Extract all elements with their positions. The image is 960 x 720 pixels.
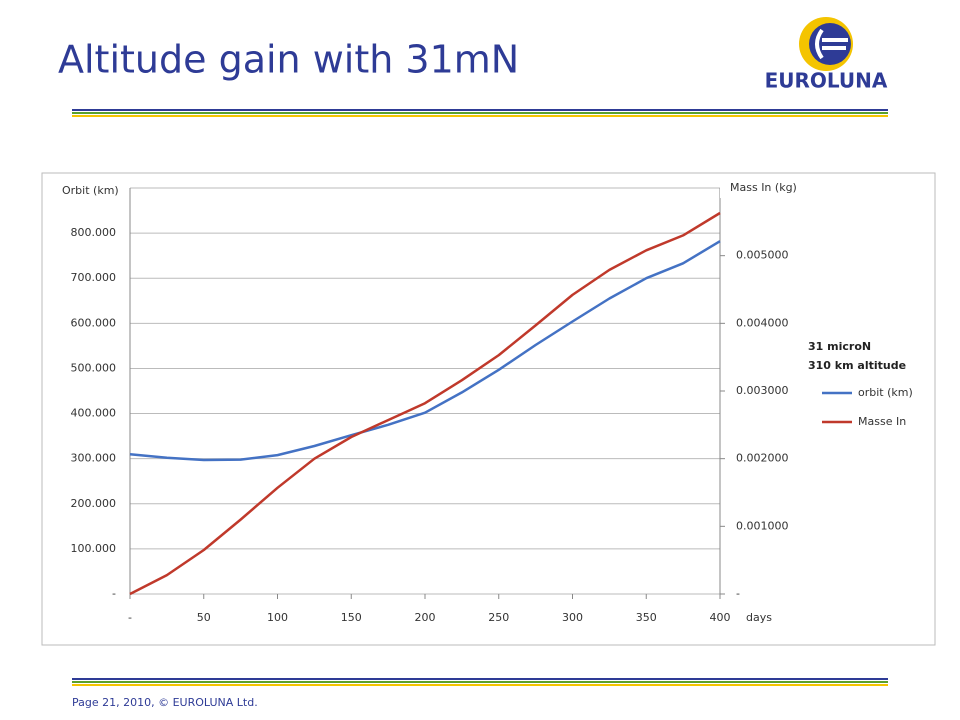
x-tick-label: 300 <box>562 611 583 624</box>
chart: - 100.000 200.000 300.000 400.000 500.000 600.… <box>62 176 913 624</box>
y2-tick-label: 0.002000 <box>736 452 789 465</box>
y-tick-label: 800.000 <box>71 226 117 239</box>
series-line <box>129 240 721 462</box>
y-tick-label: 200.000 <box>71 497 117 510</box>
x-tick-label: 100 <box>267 611 288 624</box>
legend-label: orbit (km) <box>858 386 913 399</box>
y-tick-label: - <box>112 587 116 600</box>
logo-mark <box>815 28 848 60</box>
y-tick-label: 700.000 <box>71 271 117 284</box>
x-tick-label: - <box>128 611 132 624</box>
y2-tick-label: 0.003000 <box>736 384 789 397</box>
x-tick-label: 350 <box>636 611 657 624</box>
footer-text: Page 21, 2010, © EUROLUNA Ltd. <box>72 696 258 709</box>
y2-label-box <box>720 176 828 198</box>
y-tick-label: 500.000 <box>71 361 117 374</box>
legend-title: 310 km altitude <box>808 359 906 372</box>
x-tick-label: 200 <box>415 611 436 624</box>
legend-label: Masse In <box>858 415 906 428</box>
rule-green <box>72 112 888 114</box>
y-tick-label: 400.000 <box>71 407 117 420</box>
y2-tick-label: 0.001000 <box>736 519 789 532</box>
y2-axis-label: Mass In (kg) <box>730 181 797 194</box>
logo-text: EUROLUNA <box>765 69 888 93</box>
rule-green <box>72 681 888 683</box>
rule-blue <box>72 109 888 111</box>
rule-blue <box>72 678 888 680</box>
rule-yellow <box>72 684 888 686</box>
x-tick-label: 400 <box>710 611 731 624</box>
slide-title: Altitude gain with 31mN <box>58 38 519 82</box>
x-tick-label: 50 <box>197 611 211 624</box>
legend-title: 31 microN <box>808 340 871 353</box>
x-axis-label: days <box>746 611 772 624</box>
y2-tick-label: - <box>736 587 740 600</box>
y-tick-label: 300.000 <box>71 452 117 465</box>
logo: EUROLUNA <box>765 17 888 93</box>
footer-rule <box>72 678 888 686</box>
y2-tick-label: 0.004000 <box>736 316 789 329</box>
series-line <box>129 211 721 596</box>
rule-yellow <box>72 115 888 117</box>
y-axis-label: Orbit (km) <box>62 184 119 197</box>
header-rule <box>72 109 888 117</box>
chart-frame <box>41 172 936 646</box>
y-tick-label: 100.000 <box>71 542 117 555</box>
y-tick-label: 600.000 <box>71 316 117 329</box>
y2-tick-label: 0.005000 <box>736 249 789 262</box>
x-tick-label: 150 <box>341 611 362 624</box>
x-tick-label: 250 <box>488 611 509 624</box>
